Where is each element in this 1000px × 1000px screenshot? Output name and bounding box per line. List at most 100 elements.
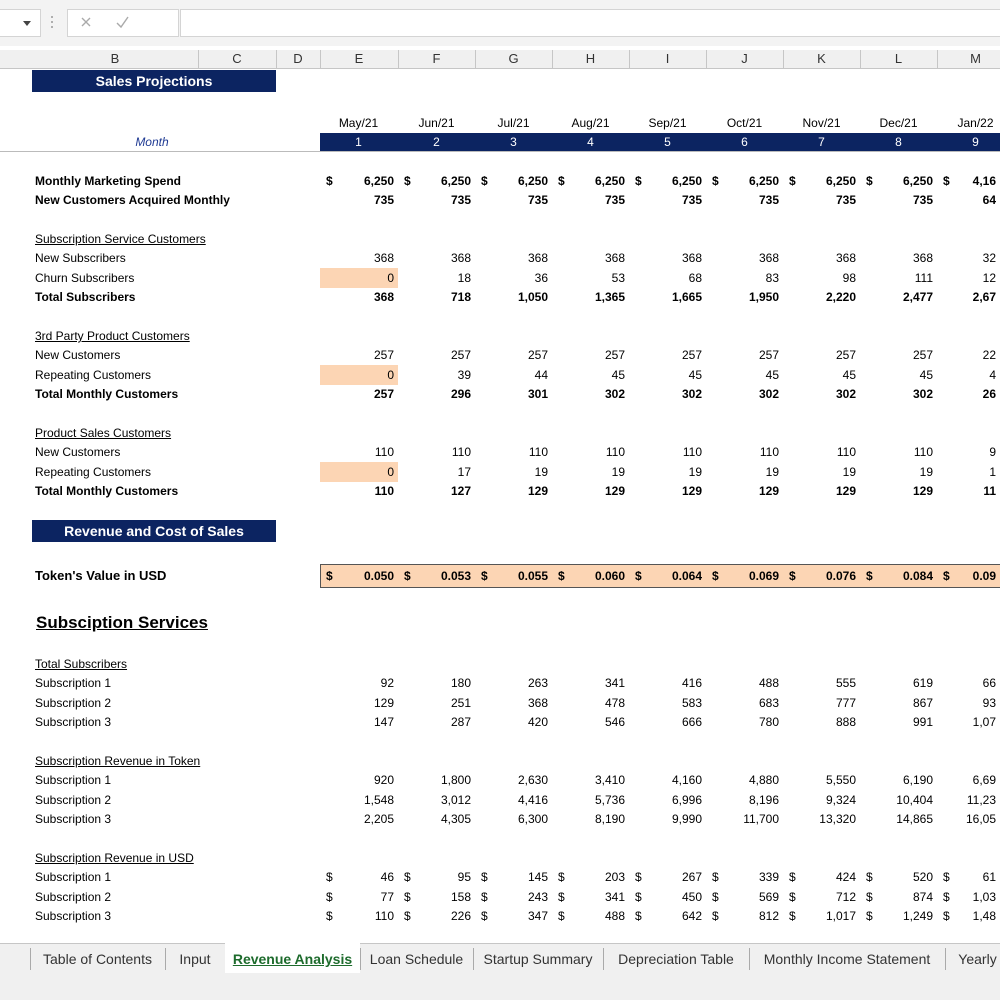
cell-value: 10,404	[896, 792, 933, 807]
row-label: Subscription 2	[35, 792, 112, 807]
cell-value: 991	[912, 715, 933, 730]
sheet-tab[interactable]: Yearly	[958, 951, 997, 967]
cell-value: 226	[450, 909, 471, 924]
cell-value: 8,190	[594, 812, 625, 827]
currency-sign: $	[635, 909, 642, 924]
cell-value: 13,320	[819, 812, 856, 827]
cell-value: 1,800	[440, 773, 471, 788]
month-name: Jul/21	[497, 116, 530, 130]
cell-value: 4	[989, 367, 996, 382]
group-heading: Subscription Revenue in Token	[35, 754, 201, 768]
month-name: Jan/22	[957, 116, 994, 130]
cancel-confirm-icons[interactable]	[68, 10, 138, 36]
currency-sign: $	[635, 870, 642, 885]
dropdown-icon	[23, 21, 31, 26]
cell-value: 257	[450, 348, 471, 363]
cell-value: 296	[450, 387, 471, 402]
month-number: 1	[355, 135, 362, 149]
cell-value: 368	[835, 251, 856, 266]
cell-value: 642	[681, 909, 702, 924]
formula-input[interactable]	[180, 9, 1000, 37]
cell-value: 129	[912, 484, 933, 499]
cell-value: 93	[982, 695, 996, 710]
cell-value: 416	[681, 676, 702, 691]
cell-value: 17	[457, 464, 471, 479]
cell-value: 368	[912, 251, 933, 266]
cell-value: 110	[682, 445, 702, 460]
month-name: Nov/21	[802, 116, 841, 130]
tab-divider	[360, 948, 361, 970]
cell-value: 1,017	[825, 909, 856, 924]
sheet-tab[interactable]: Input	[179, 951, 211, 967]
cell-value: 11,23	[966, 792, 996, 807]
cell-value: 666	[681, 715, 702, 730]
cell-value: 1,665	[671, 290, 702, 305]
cell-value: 735	[912, 193, 933, 207]
cell-value: 9	[989, 445, 996, 460]
row-label: Subscription 1	[35, 870, 112, 885]
sheet-tab[interactable]: Loan Schedule	[369, 951, 464, 967]
cell-value: 111	[914, 270, 933, 285]
cell-value: 488	[604, 909, 625, 924]
month-number: 2	[433, 135, 440, 149]
group-heading: Total Subscribers	[35, 657, 128, 671]
cell-value: 368	[681, 251, 702, 266]
cell-value: 4,305	[440, 812, 471, 827]
cell-value: 2,220	[825, 290, 856, 305]
currency-sign: $	[326, 889, 333, 904]
cell-value: 683	[758, 695, 779, 710]
cell-value: 0	[387, 270, 394, 285]
sheet-tab[interactable]: Table of Contents	[43, 951, 152, 967]
sheet-tab[interactable]: Revenue Analysis	[232, 951, 353, 967]
currency-sign: $	[481, 889, 488, 904]
cell-value: 22	[982, 348, 996, 363]
cell-value: 203	[604, 870, 625, 885]
cell-value: 555	[835, 676, 856, 691]
currency-sign: $	[943, 909, 950, 924]
cell-value: 368	[450, 251, 471, 266]
row-label: Monthly Marketing Spend	[35, 174, 182, 188]
cell-value: 6,250	[594, 174, 625, 188]
cell-value: 8,196	[748, 792, 779, 807]
sheet-tab[interactable]: Monthly Income Statement	[763, 951, 931, 967]
section-header: Sales Projections	[95, 73, 213, 89]
column-header: C	[232, 51, 242, 66]
cell-value: 287	[450, 715, 471, 730]
cell-value: 53	[611, 270, 625, 285]
name-box[interactable]	[0, 9, 41, 37]
currency-sign: $	[866, 909, 873, 924]
column-header: G	[508, 51, 519, 66]
currency-sign: $	[404, 870, 411, 885]
formula-buttons	[67, 9, 179, 37]
column-divider	[552, 50, 553, 68]
cell-value: 6,69	[972, 773, 996, 788]
cell-value: 3,012	[440, 792, 471, 807]
cell-value: 19	[842, 464, 856, 479]
cell-value: 420	[527, 715, 548, 730]
currency-sign: $	[481, 870, 488, 885]
currency-sign: $	[866, 174, 873, 188]
cell-value: 257	[835, 348, 856, 363]
cell-value: 32	[982, 251, 996, 266]
cell-value: 110	[374, 909, 394, 924]
month-number: 3	[510, 135, 517, 149]
currency-sign: $	[789, 909, 796, 924]
cell-value: 450	[681, 889, 702, 904]
section-header-bar	[32, 520, 276, 542]
cell-value: 1,249	[902, 909, 933, 924]
cell-value: 6,250	[748, 174, 779, 188]
cell-value: 780	[758, 715, 779, 730]
sheet-tab[interactable]: Startup Summary	[483, 951, 593, 967]
cell-value: 619	[912, 676, 933, 691]
cell-value: 257	[604, 348, 625, 363]
cell-value: 11	[983, 484, 996, 499]
cell-value: 0.053	[440, 569, 471, 583]
row-label: Subscription 1	[35, 676, 112, 691]
currency-sign: $	[404, 174, 411, 188]
currency-sign: $	[635, 889, 642, 904]
cell-value: 243	[527, 889, 548, 904]
cell-value: 0.055	[517, 569, 548, 583]
cell-value: 39	[457, 367, 471, 382]
currency-sign: $	[404, 909, 411, 924]
sheet-tab[interactable]: Depreciation Table	[618, 951, 734, 967]
